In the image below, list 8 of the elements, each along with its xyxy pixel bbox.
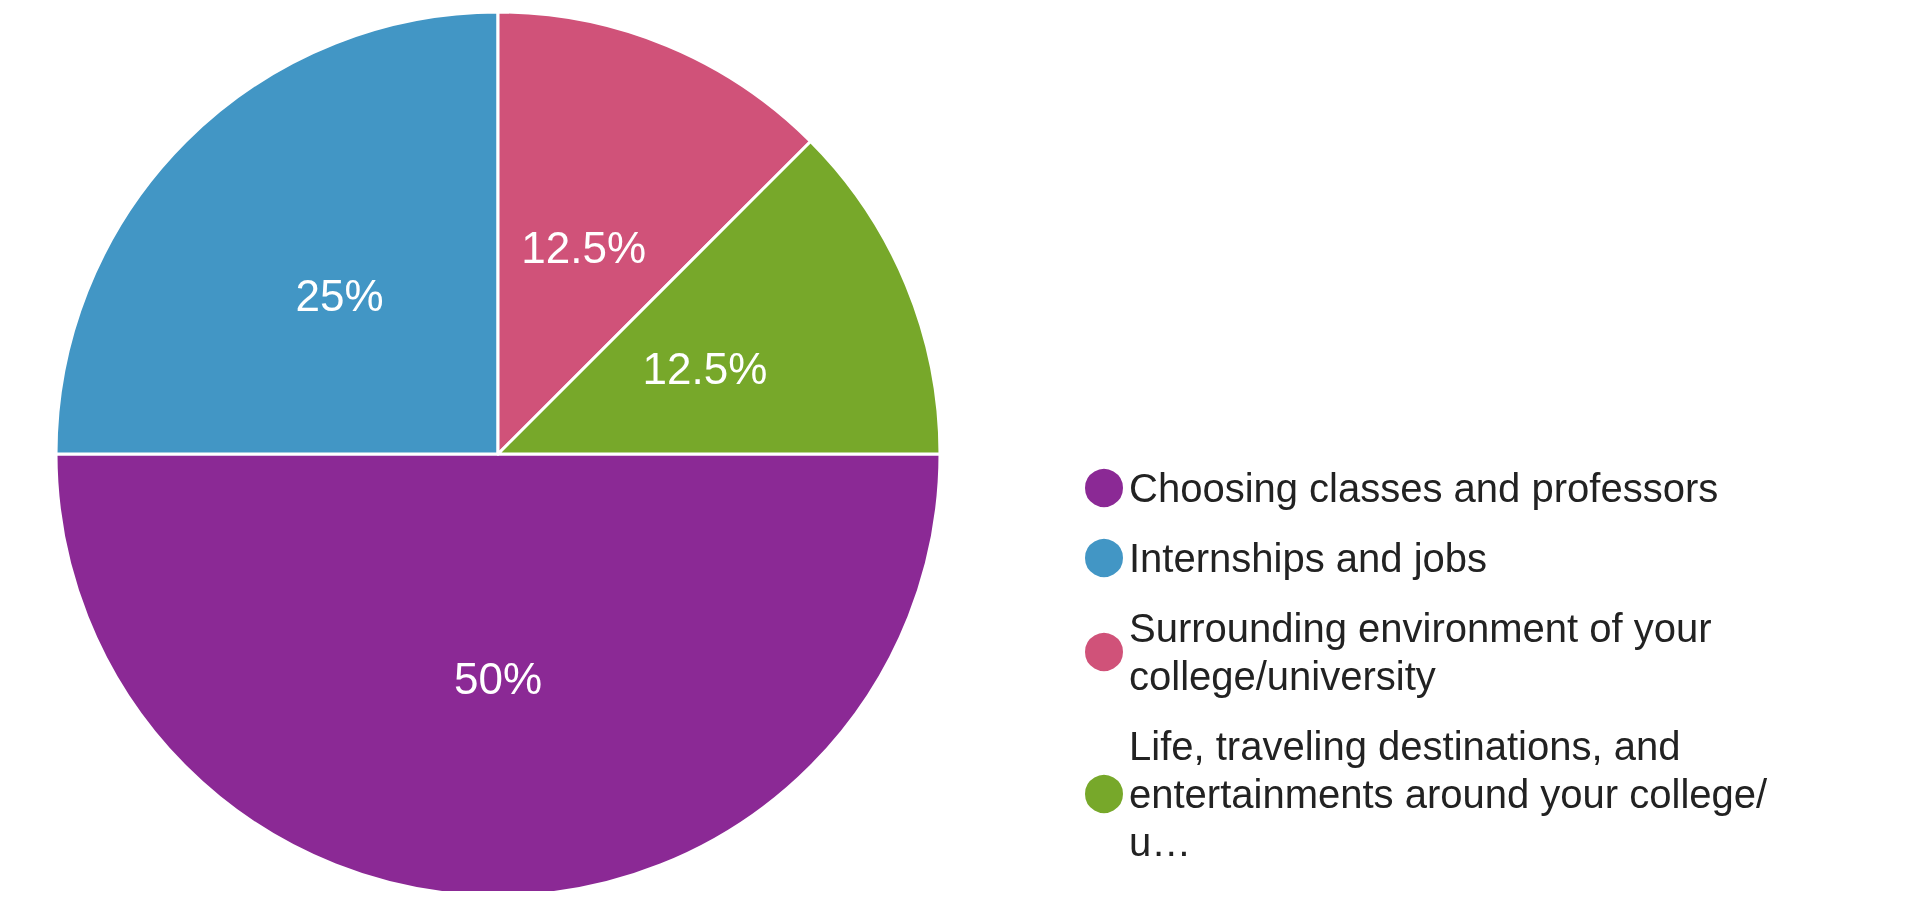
legend-label: Life, traveling destinations, and entertainments around your college/u…	[1129, 724, 1769, 864]
data-label: 50%	[453, 653, 543, 703]
data-label: 25%	[295, 271, 384, 321]
legend-label: Internships and jobs	[1129, 536, 1488, 580]
legend-label: Surrounding environment of your college/university	[1129, 606, 1723, 698]
data-label: 12.5%	[521, 222, 647, 272]
data-label: 12.5%	[642, 343, 768, 393]
legend-label: Choosing classes and professors	[1129, 466, 1719, 510]
